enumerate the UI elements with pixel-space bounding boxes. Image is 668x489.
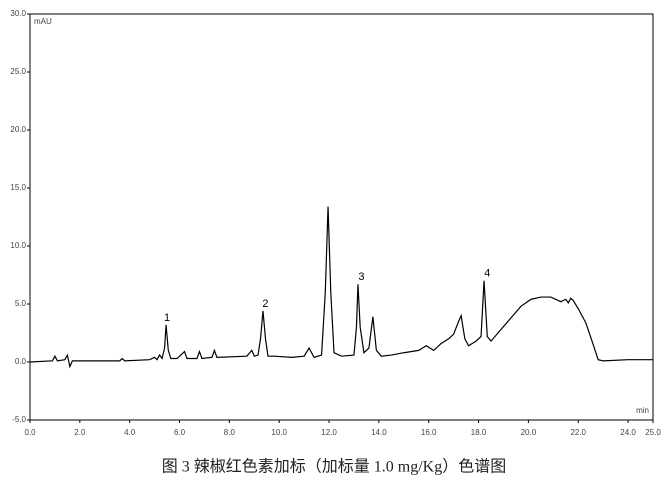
y-tick-label: 20.0 xyxy=(10,125,26,134)
y-tick-label: -5.0 xyxy=(12,415,26,424)
x-tick-label: 20.0 xyxy=(521,428,537,437)
x-tick-label: 12.0 xyxy=(321,428,337,437)
peak-label: 2 xyxy=(262,298,268,310)
y-tick-label: 25.0 xyxy=(10,67,26,76)
x-tick-label: 6.0 xyxy=(174,428,186,437)
x-tick-label: 8.0 xyxy=(224,428,236,437)
y-tick-label: 30.0 xyxy=(10,9,26,18)
y-tick-label: 5.0 xyxy=(15,299,27,308)
x-tick-label: 2.0 xyxy=(74,428,86,437)
x-tick-label: 22.0 xyxy=(570,428,586,437)
peak-label: 1 xyxy=(164,312,170,324)
x-tick-label: 25.0 xyxy=(645,428,661,437)
x-tick-label: 10.0 xyxy=(271,428,287,437)
x-tick-label: 4.0 xyxy=(124,428,136,437)
x-tick-label: 16.0 xyxy=(421,428,437,437)
trace xyxy=(29,206,653,369)
y-tick-label: 10.0 xyxy=(10,241,26,250)
x-tick-label: 24.0 xyxy=(620,428,636,437)
peak-label: 4 xyxy=(484,268,490,280)
x-axis-label: min xyxy=(636,406,649,415)
x-tick-label: 14.0 xyxy=(371,428,387,437)
x-tick-label: 18.0 xyxy=(471,428,487,437)
x-tick-label: 0.0 xyxy=(24,428,36,437)
y-axis-label: mAU xyxy=(34,17,52,26)
caption: 图 3 辣椒红色素加标（加标量 1.0 mg/Kg）色谱图 xyxy=(162,458,506,476)
plot-frame xyxy=(29,13,654,421)
y-tick-label: 0.0 xyxy=(15,357,27,366)
peak-label: 3 xyxy=(358,271,364,283)
y-tick-label: 15.0 xyxy=(10,183,26,192)
